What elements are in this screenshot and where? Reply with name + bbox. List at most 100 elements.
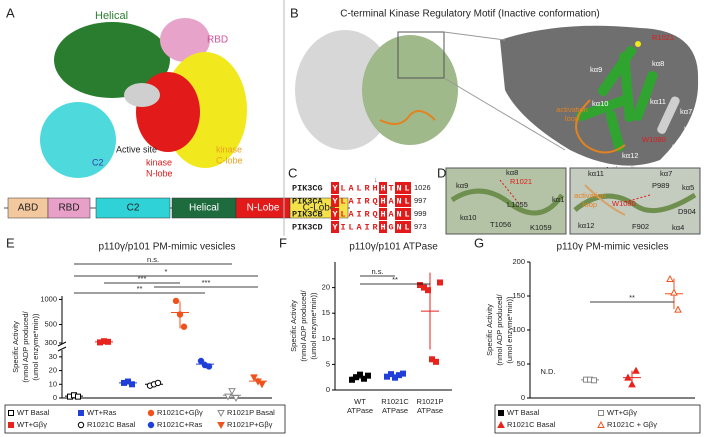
residue: R — [364, 196, 370, 206]
point — [674, 305, 682, 313]
conserved-cell — [331, 195, 339, 207]
label: P989 — [652, 181, 670, 190]
legend-label: R1021C Basal — [87, 420, 136, 429]
conserved-cell — [395, 208, 403, 220]
domain-label: ABD — [18, 203, 39, 214]
panel-letter: F — [279, 235, 287, 250]
point — [129, 381, 135, 388]
label: kα5 — [684, 125, 696, 134]
y-axis-label: (nmol ADP produced/ — [495, 294, 504, 366]
panel-a: A Helical RBD C2 Active site kinase N-lo… — [4, 5, 350, 219]
gene-name: PIK3CG — [292, 183, 323, 193]
residue: A — [388, 209, 394, 219]
panel-letter: A — [6, 5, 15, 20]
legend-marker — [147, 421, 155, 429]
annotation: ** — [137, 284, 143, 293]
label: N-lobe — [146, 168, 173, 178]
bond — [499, 179, 521, 206]
domain-label: N-Lobe — [247, 203, 280, 214]
label: activation — [556, 105, 588, 114]
residue: I — [356, 209, 361, 219]
y-tick-label: 1000 — [40, 294, 57, 303]
conserved-cell — [331, 221, 339, 233]
legend-marker — [217, 422, 225, 430]
panel-title: C-terminal Kinase Regulatory Motif (Inac… — [340, 9, 600, 20]
residue: I — [356, 196, 361, 206]
residue: H — [380, 209, 385, 219]
label: kα11 — [588, 169, 604, 178]
legend-marker — [8, 410, 14, 416]
residue: Y — [332, 183, 338, 193]
label: kinase — [146, 157, 172, 167]
label: kα5 — [682, 183, 694, 192]
y-tick-label: 0 — [53, 393, 57, 402]
domain-label: C2 — [127, 203, 140, 214]
legend-marker — [8, 422, 14, 428]
residue: Q — [372, 196, 377, 206]
y-tick-label: 15 — [322, 308, 330, 317]
helix — [450, 188, 565, 216]
residue: A — [348, 209, 354, 219]
point — [666, 274, 674, 282]
label: kα7 — [680, 107, 692, 116]
label: C2 — [92, 157, 104, 167]
structure — [362, 35, 458, 145]
point — [357, 371, 363, 378]
conserved-cell — [331, 208, 339, 220]
legend-marker — [78, 410, 84, 416]
y-tick-label: 0 — [326, 385, 330, 394]
x-tick-label: R1021C ATPase — [381, 397, 409, 415]
legend-marker — [497, 420, 505, 428]
legend-label: R1021C Basal — [507, 420, 556, 429]
annotation: ** — [392, 275, 398, 284]
panel-b: B C-terminal Kinase Regulatory Motif (In… — [290, 5, 699, 174]
c2-structure — [40, 102, 116, 178]
point — [437, 279, 443, 286]
conserved-cell — [403, 208, 411, 220]
residue-number: 997 — [414, 196, 427, 205]
panel-letter: E — [6, 235, 15, 250]
point — [388, 371, 394, 378]
annotation: n.s. — [147, 255, 159, 264]
panel-letter: G — [474, 235, 484, 250]
residue: L — [340, 183, 345, 193]
label: F902 — [632, 222, 649, 231]
point — [172, 297, 180, 305]
domain-label: Helical — [189, 203, 219, 214]
label: kα11 — [650, 97, 666, 106]
gene-name: PIK3CB — [292, 209, 323, 219]
zoom-line — [443, 31, 506, 41]
conserved-cell — [395, 195, 403, 207]
domain — [47, 197, 91, 219]
residue: Q — [372, 209, 377, 219]
label: L1055 — [507, 200, 528, 209]
y-axis-label: Specific Activity — [485, 304, 494, 356]
y-tick-label: 0 — [521, 393, 525, 402]
conserved-cell — [331, 182, 339, 194]
linker-structure — [124, 83, 160, 107]
legend-label: R1021P+Gβγ — [227, 420, 273, 429]
label: Helical — [95, 10, 128, 22]
residue: H — [372, 183, 377, 193]
label: kα8 — [506, 168, 518, 177]
legend-marker — [217, 410, 225, 418]
legend-box — [4, 404, 286, 434]
residue: N — [396, 183, 401, 193]
panel-d: D kα9 kα8 kα1 kα10 R1021 L1055 T1056 K10… — [437, 165, 701, 235]
y-tick-label: 20 — [322, 283, 330, 292]
label: kα1 — [552, 195, 564, 204]
label: C-lobe — [216, 155, 243, 165]
residue: H — [380, 183, 385, 193]
legend-marker — [77, 421, 85, 429]
point — [205, 363, 213, 370]
label: kα12 — [622, 151, 638, 160]
rbd-structure — [160, 18, 210, 62]
axis-break — [57, 346, 67, 352]
y-tick-label: 200 — [512, 257, 525, 266]
label: D904 — [678, 207, 696, 216]
label: T1056 — [490, 220, 511, 229]
y-axis-label: (nmol ADP produced/ — [299, 290, 308, 362]
point — [628, 380, 636, 388]
